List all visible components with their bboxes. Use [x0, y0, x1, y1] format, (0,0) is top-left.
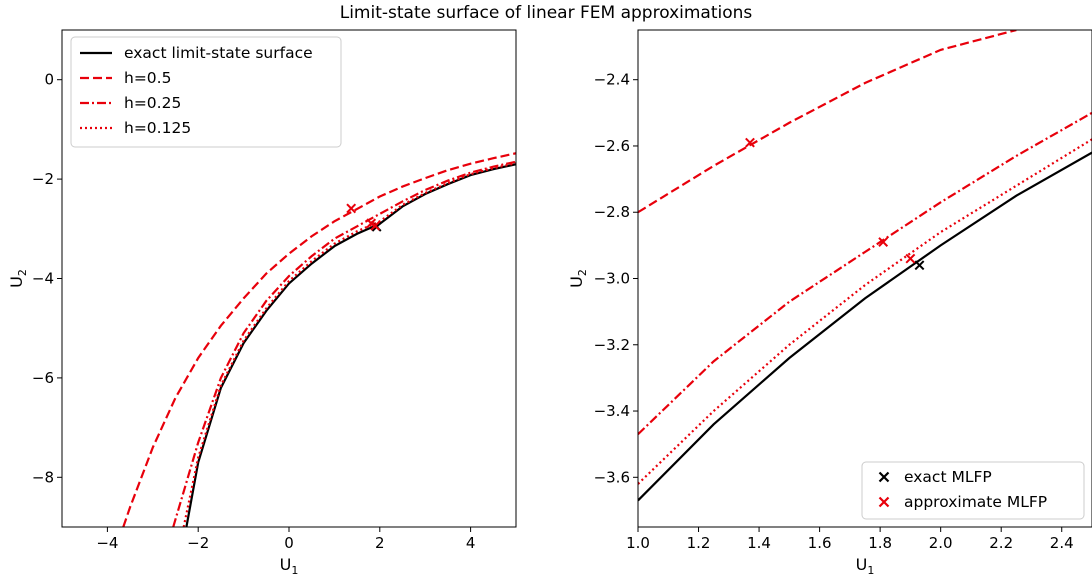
right-ylabel: U2: [567, 269, 589, 288]
left-series-2: [172, 160, 516, 527]
right-marker-3: [905, 253, 916, 264]
left-legend-label-0: exact limit-state surface: [124, 44, 313, 62]
right-ytick-label-3: −3.0: [594, 270, 630, 288]
right-xtick-label-4: 1.8: [868, 534, 892, 552]
left-legend: exact limit-state surface h=0.5 h=0.25 h=0.…: [70, 36, 342, 148]
right-xtick-label-5: 2.0: [929, 534, 953, 552]
left-plot-area: [122, 152, 516, 527]
right-ytick-label-6: −3.6: [594, 468, 630, 486]
left-legend-label-2: h=0.25: [124, 94, 181, 112]
left-series-1: [122, 152, 516, 527]
left-ylabel: U2: [7, 269, 29, 288]
right-series-1: [638, 30, 1017, 214]
right-legend-label-0: exact MLFP: [904, 468, 992, 486]
right-xtick-label-0: 1.0: [626, 534, 650, 552]
left-series-3: [182, 162, 516, 527]
right-panel: 1.0 1.2 1.4 1.6 1.8 2.0 2.2 2.4 −2.4 −2.6 −2.8 −3.0…: [567, 29, 1092, 576]
left-marker-1: [346, 203, 357, 214]
right-ytick-label-1: −2.6: [594, 137, 630, 155]
left-xtick-label-3: 2: [375, 534, 385, 552]
left-legend-box: [70, 36, 342, 148]
right-legend-label-1: approximate MLFP: [904, 493, 1047, 511]
left-ytick-label-1: −2: [32, 170, 54, 188]
left-xtick-label-0: −4: [96, 534, 118, 552]
left-legend-label-1: h=0.5: [124, 69, 171, 87]
figure-title: Limit-state surface of linear FEM approx…: [340, 3, 753, 23]
right-ytick-label-5: −3.4: [594, 402, 630, 420]
right-legend-marker-1: [878, 496, 890, 508]
left-marker-3: [370, 220, 381, 231]
right-xtick-label-2: 1.4: [747, 534, 771, 552]
right-marker-2: [878, 237, 889, 247]
left-xtick-label-4: 4: [466, 534, 476, 552]
right-series-2: [638, 111, 1092, 436]
right-ytick-label-2: −2.8: [594, 203, 630, 221]
left-xtick-label-1: −2: [187, 534, 209, 552]
right-xtick-label-7: 2.4: [1050, 534, 1074, 552]
left-ytick-label-3: −6: [32, 369, 54, 387]
right-xtick-label-3: 1.6: [808, 534, 832, 552]
right-series-0: [638, 151, 1092, 502]
right-xlabel: U1: [856, 555, 875, 576]
right-marker-0: [914, 260, 925, 271]
left-ytick-label-2: −4: [32, 270, 54, 288]
left-legend-label-3: h=0.125: [124, 119, 191, 137]
right-marker-1: [745, 137, 755, 148]
right-series-3: [638, 138, 1092, 485]
left-xlabel: U1: [280, 555, 299, 576]
right-xtick-label-1: 1.2: [687, 534, 711, 552]
left-ytick-label-4: −8: [32, 468, 54, 486]
left-xtick-label-2: 0: [284, 534, 294, 552]
right-plot-area: [638, 30, 1092, 502]
right-xtick-label-6: 2.2: [989, 534, 1013, 552]
right-ytick-label-4: −3.2: [594, 336, 630, 354]
left-panel: −4 −2 0 2 4 0 −2 −4 −6 −8 U1 U2 exact limit-state su…: [7, 29, 517, 576]
right-legend-box: [861, 461, 1085, 520]
right-legend-marker-0: [878, 471, 890, 483]
left-ytick-label-0: 0: [44, 71, 54, 89]
right-legend: exact MLFP approximate MLFP: [861, 461, 1085, 520]
right-ytick-label-0: −2.4: [594, 71, 630, 89]
